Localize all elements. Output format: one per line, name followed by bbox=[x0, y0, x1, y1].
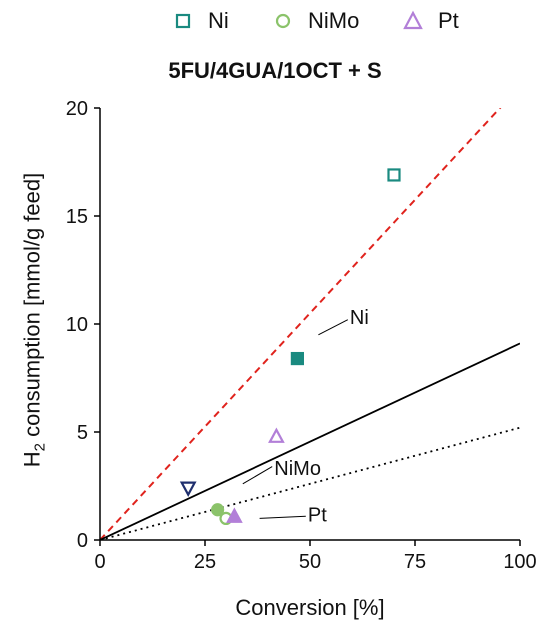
annotation-pt-leader bbox=[259, 515, 306, 519]
x-tick-label: 50 bbox=[299, 551, 321, 573]
annotation-ni-leader bbox=[318, 319, 349, 336]
data-point-ni-square-open bbox=[387, 168, 401, 182]
data-point-pt-triangle-up-filled bbox=[226, 507, 243, 523]
x-axis-label: Conversion [%] bbox=[235, 595, 385, 620]
annotation-nimo-leader bbox=[242, 466, 273, 485]
y-tick-label: 5 bbox=[77, 422, 88, 444]
y-axis-label-h: H bbox=[19, 451, 45, 468]
triangle-up-open-icon bbox=[403, 10, 423, 30]
data-point-nimo-circle-filled bbox=[211, 503, 225, 517]
annotation-pt-label: Pt bbox=[308, 505, 327, 527]
x-tick-label: 75 bbox=[404, 551, 426, 573]
data-point-pt-triangle-up-open bbox=[268, 427, 285, 443]
legend-item-pt: Pt bbox=[398, 8, 459, 34]
y-axis-label-subscript: 2 bbox=[31, 443, 49, 452]
x-tick-label: 0 bbox=[94, 551, 105, 573]
legend-item-ni: Ni bbox=[168, 8, 229, 34]
square-open-icon bbox=[175, 13, 191, 29]
legend-label-nimo: NiMo bbox=[308, 8, 360, 33]
annotation-ni-label: Ni bbox=[350, 307, 369, 329]
legend-label-pt: Pt bbox=[438, 8, 459, 33]
data-point-ni-square-filled bbox=[290, 351, 304, 366]
circle-open-icon bbox=[275, 13, 291, 29]
legend-label-ni: Ni bbox=[208, 8, 229, 33]
data-point-reference-triangle-down-open bbox=[179, 481, 197, 497]
y-axis-label-rest: consumption [mmol/g feed] bbox=[19, 172, 45, 444]
legend-item-nimo: NiMo bbox=[268, 8, 359, 34]
y-tick-label: 20 bbox=[66, 98, 88, 120]
x-tick-label: 100 bbox=[503, 551, 536, 573]
fit-line-nimo bbox=[100, 342, 520, 540]
y-tick-label: 10 bbox=[66, 314, 88, 336]
annotation-nimo-label: NiMo bbox=[274, 458, 321, 480]
legend: Ni NiMo Pt bbox=[0, 4, 550, 40]
x-tick-label: 25 bbox=[194, 551, 216, 573]
fit-line-pt bbox=[100, 426, 520, 540]
y-tick-label: 0 bbox=[77, 530, 88, 552]
y-tick-label: 15 bbox=[66, 206, 88, 228]
chart-title: 5FU/4GUA/1OCT + S bbox=[168, 58, 382, 83]
y-axis-label: H2 consumption [mmol/g feed] bbox=[20, 110, 49, 530]
